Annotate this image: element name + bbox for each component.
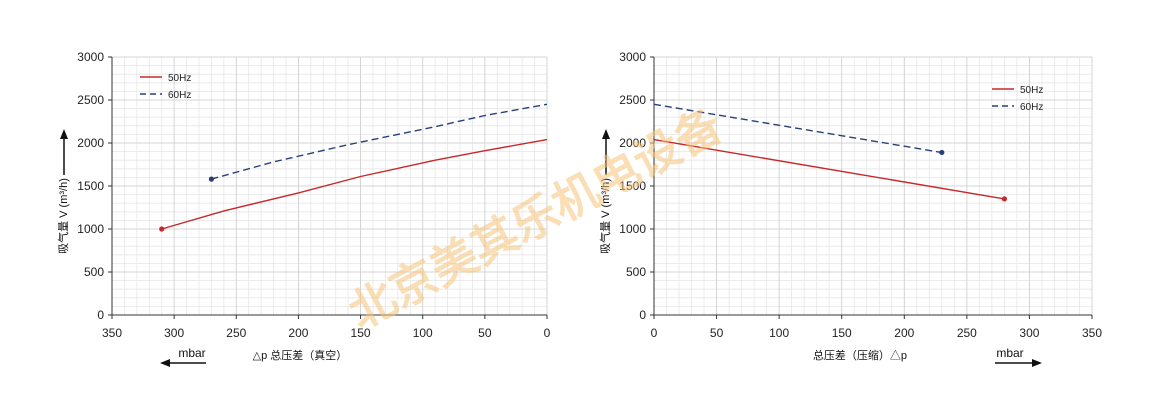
x-tick-label: 300 (164, 326, 184, 340)
x-tick-label: 200 (288, 326, 308, 340)
series-line-50hz (653, 138, 1005, 200)
y-tick-label: 1500 (619, 179, 646, 193)
x-tick-label: 350 (102, 326, 122, 340)
y-tick-label: 3000 (77, 50, 104, 64)
x-tick-label: 150 (832, 326, 852, 340)
x-tick-label: 50 (478, 326, 492, 340)
series-line-60hz (211, 103, 548, 180)
y-tick-label: 1000 (77, 222, 104, 236)
y-tick-label: 0 (97, 308, 104, 322)
x-tick-label: 50 (710, 326, 724, 340)
x-unit-label: mbar (996, 346, 1023, 360)
x-tick-label: 100 (413, 326, 433, 340)
series-line-60hz (653, 103, 942, 154)
x-tick-label: 100 (769, 326, 789, 340)
x-arrow-head-icon (1032, 359, 1042, 367)
x-tick-label: 300 (1019, 326, 1039, 340)
y-tick-label: 1500 (77, 179, 104, 193)
legend-label: 50Hz (1020, 85, 1043, 96)
y-tick-label: 2000 (619, 136, 646, 150)
y-tick-label: 3000 (619, 50, 646, 64)
x-tick-label: 150 (351, 326, 371, 340)
x-tick-label: 250 (226, 326, 246, 340)
series-end-point (159, 226, 165, 232)
series-end-point (208, 176, 215, 182)
y-arrow-head-icon (60, 129, 68, 139)
series-line-50hz (161, 138, 548, 230)
pressure-chart: 0 500 1000 1500 2000 2500 3000 0 50 100 150 200 250 3… (598, 50, 1102, 367)
series-end-point (939, 149, 945, 156)
y-axis-title: 吸气量 V (m³/h) (598, 178, 612, 254)
x-tick-label: 0 (544, 326, 551, 340)
x-unit-label: mbar (178, 346, 205, 360)
y-axis-title: 吸气量 V (m³/h) (56, 178, 70, 254)
legend-label: 60Hz (1020, 102, 1043, 113)
y-tick-label: 2500 (77, 93, 104, 107)
x-tick-label: 250 (957, 326, 977, 340)
y-tick-label: 2500 (619, 93, 646, 107)
x-tick-label: 200 (894, 326, 914, 340)
x-axis-title: 总压差（压缩）△p (813, 348, 907, 362)
y-tick-label: 1000 (619, 222, 646, 236)
series-end-point (1001, 196, 1008, 202)
y-tick-label: 500 (84, 265, 104, 279)
legend-label: 60Hz (168, 90, 191, 101)
y-tick-label: 0 (639, 308, 646, 322)
legend-label: 50Hz (168, 73, 191, 84)
x-tick-label: 0 (651, 326, 658, 340)
x-arrow-head-icon (160, 359, 170, 367)
x-tick-label: 350 (1082, 326, 1102, 340)
y-arrow-head-icon (602, 129, 610, 139)
y-tick-label: 500 (626, 265, 646, 279)
x-axis-title: △p 总压差（真空） (253, 348, 348, 362)
y-tick-label: 2000 (77, 136, 104, 150)
